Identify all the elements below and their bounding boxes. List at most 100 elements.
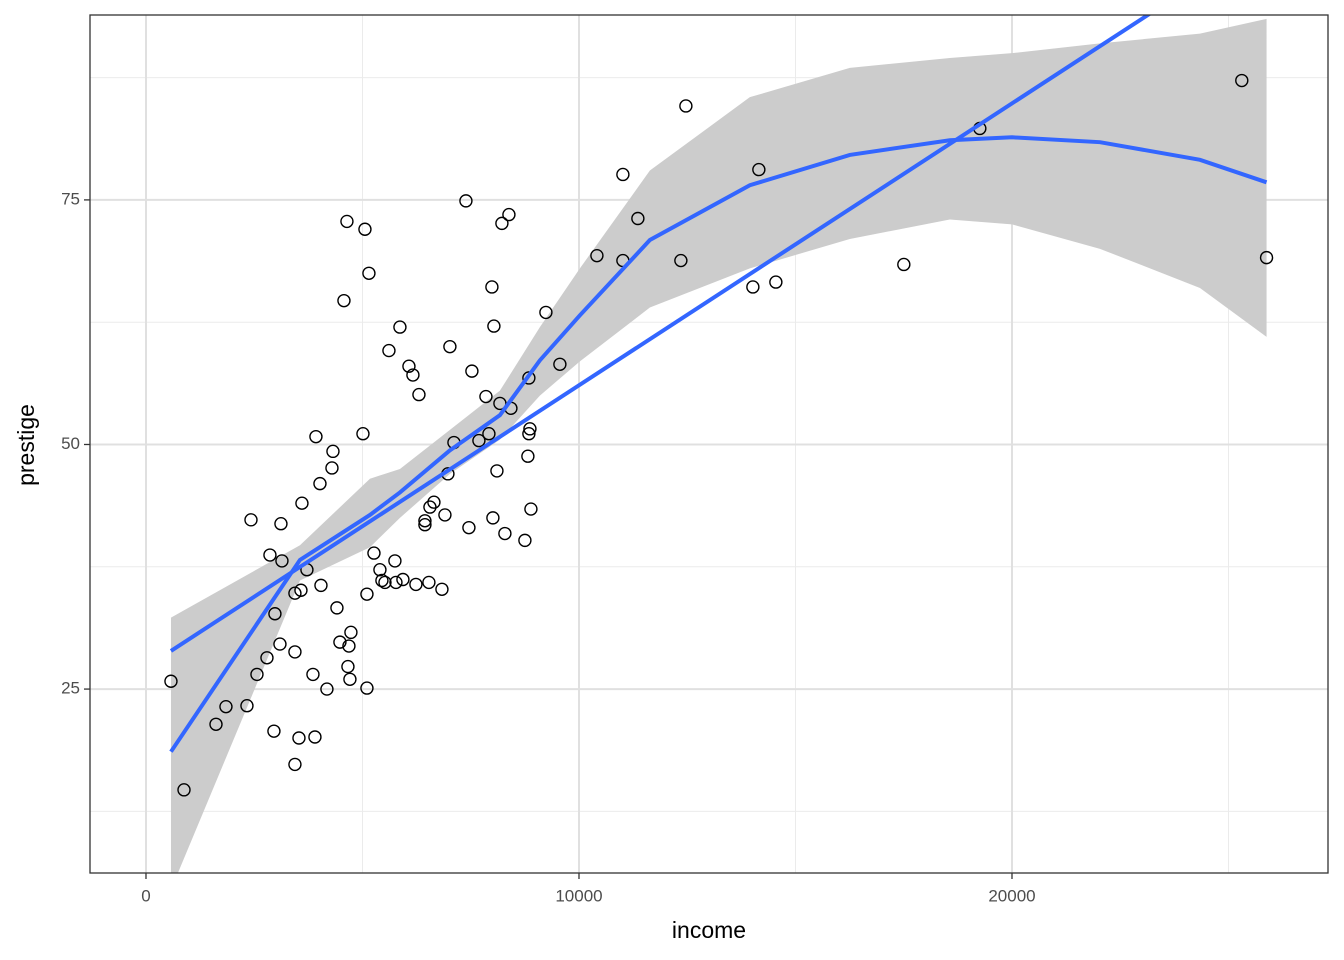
point [268, 607, 282, 621]
point [502, 207, 516, 222]
y-axis-title: prestige [13, 404, 39, 486]
point [373, 563, 387, 577]
point [523, 422, 537, 436]
y-tick-label: 75 [61, 189, 80, 208]
x-tick-label: 0 [141, 886, 150, 905]
fit-line [169, 15, 1152, 653]
point [309, 429, 323, 444]
y-tick-label: 25 [61, 679, 80, 698]
x-tick-label: 10000 [555, 886, 602, 905]
point [340, 214, 354, 229]
point [459, 194, 473, 208]
y-tick-label: 50 [61, 434, 80, 453]
point [423, 500, 437, 514]
x-tick-label: 20000 [988, 886, 1035, 905]
point [897, 257, 911, 272]
point [1259, 250, 1274, 265]
point [487, 319, 501, 333]
point [388, 554, 402, 568]
point [164, 674, 178, 688]
point [356, 427, 370, 441]
point [418, 514, 432, 528]
point [590, 248, 604, 263]
point [769, 275, 783, 289]
point [524, 502, 538, 516]
point [746, 280, 760, 294]
point [382, 343, 396, 358]
point [244, 513, 258, 527]
point [273, 637, 287, 651]
point [495, 216, 509, 231]
point [553, 357, 567, 371]
point [402, 359, 416, 373]
point [472, 433, 486, 448]
point [288, 645, 302, 659]
point [406, 368, 420, 382]
point [378, 575, 392, 590]
plot-area [164, 15, 1274, 873]
point [486, 511, 500, 525]
point [396, 572, 410, 587]
point [412, 387, 426, 402]
point [522, 371, 536, 385]
point [240, 699, 254, 713]
point [362, 266, 376, 280]
point [360, 587, 374, 601]
point [330, 601, 344, 615]
point [482, 427, 496, 441]
point [375, 573, 389, 588]
point [409, 577, 423, 592]
point [539, 305, 553, 320]
point [250, 667, 264, 682]
point [308, 730, 322, 744]
point [274, 517, 288, 531]
point [320, 682, 334, 696]
point [263, 548, 277, 562]
point [462, 520, 476, 535]
point [493, 396, 507, 411]
point [1235, 73, 1249, 88]
point [313, 476, 327, 491]
point [360, 681, 374, 695]
point [267, 724, 281, 738]
point [325, 461, 339, 475]
point [209, 717, 223, 731]
point [521, 449, 535, 463]
point [631, 211, 645, 226]
point [344, 625, 358, 640]
point [752, 162, 766, 177]
point [674, 253, 688, 268]
point [438, 508, 452, 522]
point [341, 659, 355, 674]
point [485, 280, 499, 294]
point [679, 99, 693, 113]
point [443, 339, 457, 354]
point [314, 578, 328, 593]
point [260, 651, 274, 665]
point [498, 526, 512, 541]
x-axis-title: income [672, 917, 746, 943]
point [435, 582, 449, 596]
point [389, 575, 403, 590]
point [393, 320, 407, 334]
fit-line [169, 135, 1268, 753]
point [490, 464, 504, 478]
point [288, 757, 302, 772]
point [343, 672, 357, 686]
point [342, 639, 356, 653]
point [358, 222, 372, 236]
point [294, 583, 308, 597]
point [333, 635, 347, 649]
point [326, 444, 340, 459]
point [418, 518, 432, 532]
point [306, 667, 320, 682]
axes: 0 10000 20000 25 50 75 [61, 189, 1036, 905]
point [177, 783, 191, 797]
point [275, 554, 289, 568]
point [522, 427, 536, 441]
point [465, 364, 479, 378]
confidence-band [170, 18, 1267, 873]
point [219, 699, 233, 714]
point [518, 533, 532, 548]
